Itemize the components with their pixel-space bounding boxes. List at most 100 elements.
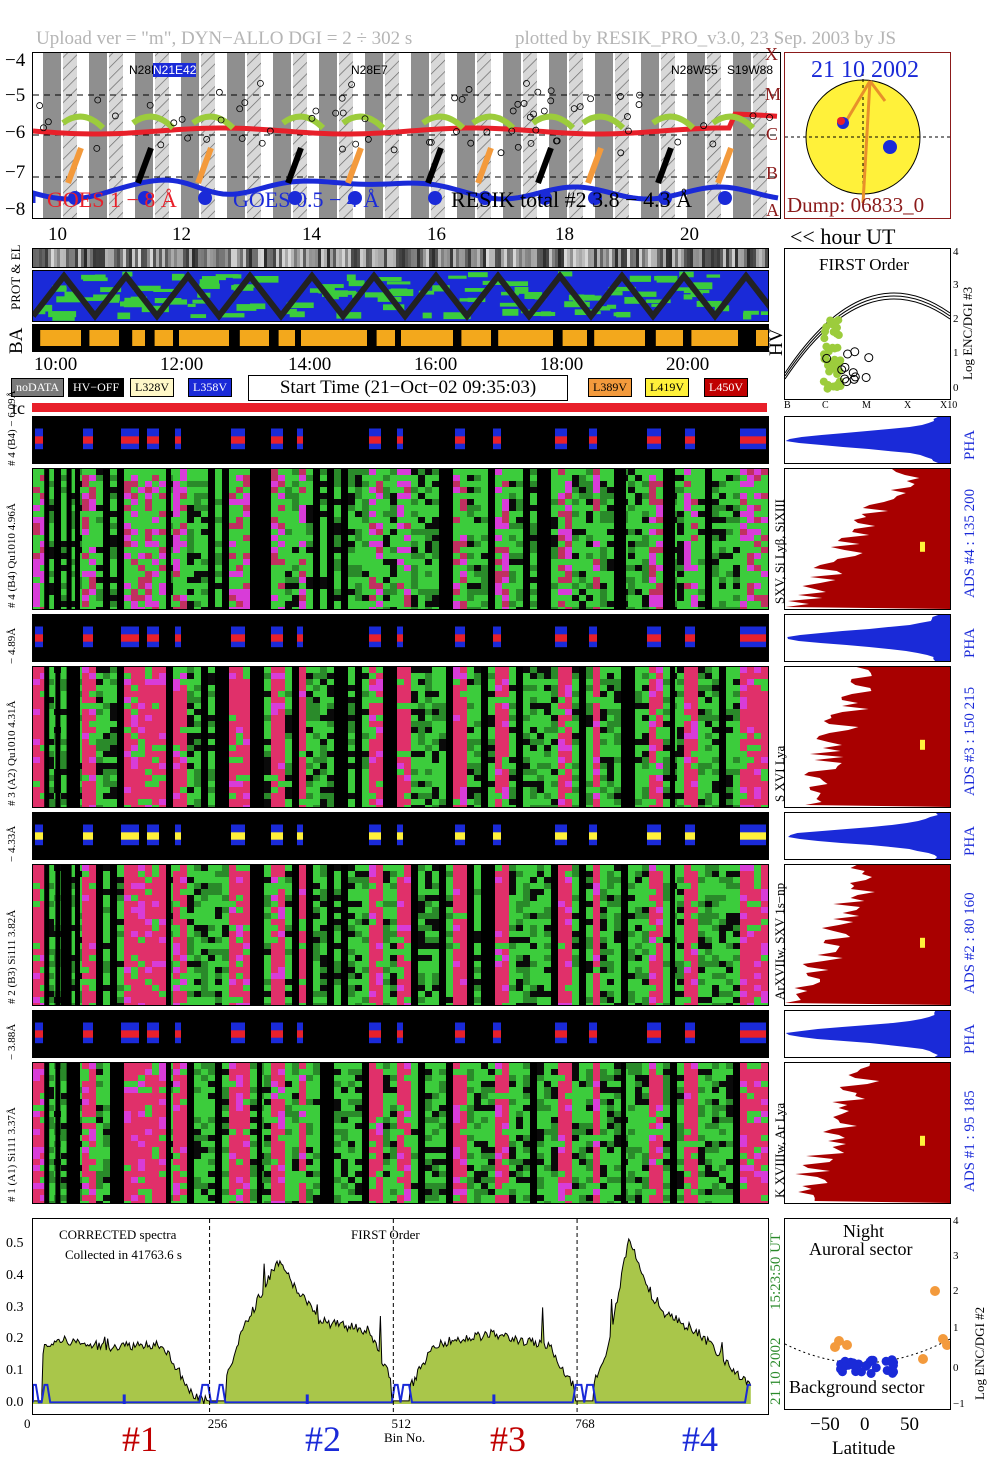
spectrogram-cell <box>719 481 726 487</box>
region-label-4: N28W55 <box>671 63 718 77</box>
spectrogram-cell <box>110 703 117 709</box>
spectrogram-cell <box>355 541 362 547</box>
spectrogram-cell <box>110 727 117 733</box>
spectrogram-cell <box>495 769 502 775</box>
spectrogram-cell <box>334 571 341 577</box>
spectrogram-cell <box>411 607 418 609</box>
spectrogram-cell <box>110 589 117 595</box>
electron-cell <box>765 249 768 267</box>
spectrogram-cell <box>264 679 271 685</box>
spectrogram-cell <box>642 535 649 541</box>
spec-label-2: # 3 (A2) Qu1010 4.31Å <box>6 700 18 806</box>
spectrogram-cell <box>96 469 103 475</box>
spectrogram-cell <box>558 499 565 505</box>
spectrogram-cell <box>537 679 544 685</box>
spectrogram-cell <box>362 667 369 673</box>
spectrogram-cell <box>586 529 593 535</box>
spectrogram-cell <box>47 469 54 475</box>
spectrogram-cell <box>306 559 313 565</box>
spectrogram-cell <box>369 541 376 547</box>
spectrogram-cell <box>61 805 68 807</box>
spectrogram-cell <box>467 697 474 703</box>
spectrogram-cell <box>551 799 558 805</box>
spectrogram-cell <box>537 703 544 709</box>
spectrogram-cell <box>110 571 117 577</box>
spectrogram-cell <box>33 523 40 529</box>
spectrogram-cell <box>677 709 684 715</box>
spectrogram-cell <box>495 685 502 691</box>
spectrogram-cell <box>243 601 250 607</box>
electron-cell <box>600 249 603 267</box>
spectrogram-cell <box>558 685 565 691</box>
spectrogram-cell <box>243 607 250 609</box>
spectrogram-cell <box>40 541 47 547</box>
spectrogram-cell <box>558 763 565 769</box>
spectrogram-cell <box>292 559 299 565</box>
electron-cell <box>438 249 441 267</box>
spectrogram-cell <box>565 781 572 787</box>
first-order-open-point <box>840 374 850 384</box>
spectrogram-cell <box>173 751 180 757</box>
spectrogram-cell <box>593 793 600 799</box>
fo-ytick-0: 4 <box>953 246 959 258</box>
spectrogram-cell <box>607 499 614 505</box>
spectrogram-cell <box>180 529 187 535</box>
spectrogram-cell <box>194 499 201 505</box>
spectrogram-cell <box>698 727 705 733</box>
spectrogram-cell <box>649 799 656 805</box>
spectrogram-cell <box>348 715 355 721</box>
spectrogram-cell <box>607 571 614 577</box>
spectrogram-cell <box>180 703 187 709</box>
spectrogram-cell <box>33 781 40 787</box>
spectrogram-cell <box>677 553 684 559</box>
spectrogram-cell <box>306 727 313 733</box>
spectrogram-cell <box>586 667 593 673</box>
electron-cell <box>84 249 87 267</box>
spectrogram-cell <box>376 805 383 807</box>
spectrogram-cell <box>418 805 425 807</box>
spectrogram-cell <box>103 787 110 793</box>
spectrogram-cell <box>369 697 376 703</box>
electron-cell <box>741 249 744 267</box>
electron-cell <box>270 249 273 267</box>
spectrogram-cell <box>278 793 285 799</box>
pha-peak <box>493 832 501 840</box>
spectrogram-cell <box>579 601 586 607</box>
spectrogram-cell <box>236 781 243 787</box>
pha-peak <box>455 634 465 642</box>
spectrogram-cell <box>264 691 271 697</box>
proton-cell <box>215 274 239 278</box>
spectrogram-cell <box>313 709 320 715</box>
spectrogram-cell <box>495 511 502 517</box>
spectrogram-cell <box>516 499 523 505</box>
spectrogram-cell <box>544 805 551 807</box>
resik-rise <box>195 146 214 185</box>
spectrogram-cell <box>460 547 467 553</box>
spectrogram-cell <box>334 523 341 529</box>
spectrogram-cell <box>425 583 432 589</box>
spectrogram-cell <box>299 673 306 679</box>
spectrogram-cell <box>229 517 236 523</box>
spectrogram-cell <box>586 553 593 559</box>
resik-rise <box>475 146 494 185</box>
spectrogram-cell <box>586 709 593 715</box>
spectrogram-cell <box>565 691 572 697</box>
spectrogram-cell <box>600 547 607 553</box>
electron-cell <box>114 249 117 267</box>
spectrogram-cell <box>649 607 656 609</box>
spectrogram-cell <box>607 691 614 697</box>
spectrogram-cell <box>558 697 565 703</box>
proton-cell <box>38 304 53 312</box>
spectrogram-cell <box>201 541 208 547</box>
spectrogram-cell <box>110 739 117 745</box>
spectrogram-cell <box>663 703 670 709</box>
scatter-point <box>674 138 682 146</box>
spectrogram-cell <box>278 739 285 745</box>
spectrogram-cell <box>145 475 152 481</box>
spectrogram-cell <box>600 601 607 607</box>
spectrogram-cell <box>642 673 649 679</box>
pha-peak <box>271 436 283 444</box>
spectrogram-cell <box>285 607 292 609</box>
spectrogram-cell <box>89 787 96 793</box>
spectrogram-cell <box>33 931 40 937</box>
